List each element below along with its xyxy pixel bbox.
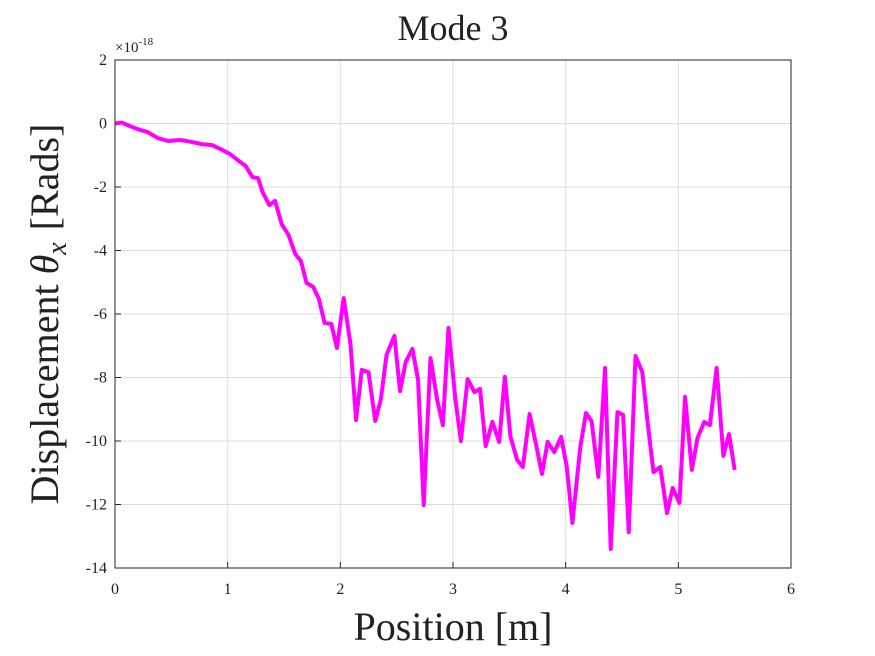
chart-title: Mode 3 [398,8,509,48]
multiplier-base: ×10 [115,40,138,56]
y-tick-label: -12 [86,497,107,514]
y-tick-label: -10 [86,433,107,450]
y-tick-label: -2 [94,179,107,196]
data-line [114,120,737,551]
y-label-text: Displacement [22,284,67,504]
y-label-symbol: θ [22,255,67,275]
y-label-subscript: x [42,242,73,256]
y-multiplier: ×10-18 [115,36,154,56]
x-axis-label: Position [m] [354,604,553,649]
y-tick-label: 2 [99,52,107,69]
y-tick-label: 0 [99,116,107,133]
y-axis-label: Displacement θx [Rads] [22,124,73,505]
x-tick-label: 2 [336,581,344,598]
x-tick-label: 0 [111,581,119,598]
plot [114,120,737,551]
y-tick-label: -4 [94,243,107,260]
x-tick-label: 4 [562,581,570,598]
multiplier-exponent: -18 [138,36,153,48]
axes-box [114,59,792,569]
y-tick-label: -8 [94,370,107,387]
y-label-unit: [Rads] [22,124,67,231]
x-tick-label: 5 [674,581,682,598]
y-tick-label: -6 [94,306,107,323]
x-tick-label: 6 [787,581,795,598]
x-tick-label: 3 [449,581,457,598]
y-tick-label: -14 [86,560,107,577]
x-tick-label: 1 [224,581,232,598]
